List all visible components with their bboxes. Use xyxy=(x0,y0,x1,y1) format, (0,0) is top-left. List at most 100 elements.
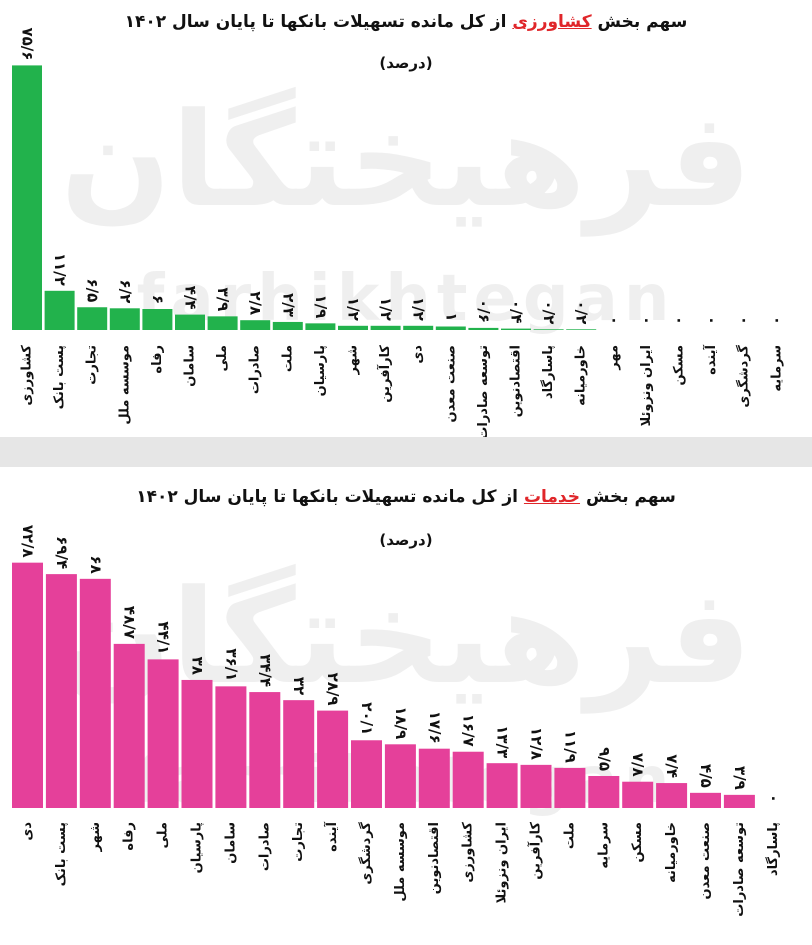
value-label: ۰ xyxy=(671,316,689,325)
bar xyxy=(181,679,213,808)
value-label: ۶۸ xyxy=(87,556,105,574)
chart-title: سهم بخش کشاورزی از کل مانده تسهیلات بانک… xyxy=(0,12,812,32)
bar xyxy=(249,692,281,808)
value-label: ۰ xyxy=(605,316,623,325)
value-label: ۹/۵ xyxy=(595,747,613,771)
value-label: ۱۱/۲ xyxy=(51,253,69,286)
x-tick-label: اقتصادنوین xyxy=(509,345,524,417)
bar xyxy=(147,659,179,808)
value-label: ۰/۲ xyxy=(540,301,558,325)
bar xyxy=(656,783,688,808)
title-part: از کل مانده تسهیلات بانکها تا پایان سال … xyxy=(136,487,519,507)
x-tick-label: موسسه ملل xyxy=(393,822,408,902)
x-tick-label: پاسارگاد xyxy=(540,345,556,399)
bar xyxy=(622,781,654,808)
title-part: سهم بخش xyxy=(585,487,676,507)
x-tick-label: صنعت معدن xyxy=(443,345,458,423)
x-tick-label: ایران ونزوئلا xyxy=(495,822,510,903)
x-tick-label: مسکن xyxy=(630,822,645,863)
x-tick-label: پارسیان xyxy=(313,345,328,396)
bar xyxy=(207,316,238,330)
value-label: ۲۰/۱ xyxy=(358,702,376,735)
x-tick-label: دی xyxy=(411,345,426,364)
x-tick-label: ملت xyxy=(562,822,577,849)
bar xyxy=(240,320,271,330)
bar xyxy=(418,748,450,808)
x-tick-label: صادرات xyxy=(248,345,263,394)
bar xyxy=(520,764,552,808)
value-label: ۶/۲ xyxy=(116,280,134,304)
bar xyxy=(12,65,42,331)
x-tick-label: شهر xyxy=(88,822,103,852)
value-label: ۴۸/۷ xyxy=(121,606,139,639)
bar xyxy=(486,763,518,808)
bar xyxy=(370,325,401,330)
value-label: ۱۸/۹ xyxy=(392,706,410,739)
value-label: ۲۸/۹ xyxy=(324,673,342,706)
x-tick-label: مسکن xyxy=(672,345,687,386)
bar xyxy=(12,562,43,808)
value-label: ۶۹/۴ xyxy=(53,536,71,569)
x-tick-label: گردشگری xyxy=(358,822,374,885)
chart-subtitle: (درصد) xyxy=(379,54,433,72)
x-tick-label: سرمایه xyxy=(769,345,784,392)
value-label: ۳۴/۴ xyxy=(256,654,274,687)
bar xyxy=(501,328,531,330)
bar xyxy=(351,740,382,808)
x-tick-label: پارسیان xyxy=(190,822,205,873)
x-tick-label: رفاه xyxy=(150,345,165,374)
bar xyxy=(45,574,77,808)
panel: فرهیختگان farhikhtegan ۷۵/۶ کشاورزی ۱۱/۲ پست … xyxy=(0,0,812,437)
value-label: ۱۳/۳ xyxy=(494,725,512,758)
x-tick-label: دی xyxy=(20,822,35,841)
bar xyxy=(44,290,75,330)
value-label: ۱۶/۷ xyxy=(460,714,478,747)
value-label: ۱۷/۶ xyxy=(426,711,444,744)
x-tick-label: ملی xyxy=(215,345,230,372)
x-tick-label: سامان xyxy=(223,822,238,864)
value-label: ۱۲/۸ xyxy=(528,727,546,760)
x-tick-label: پست بانک xyxy=(52,345,67,409)
bar xyxy=(77,307,108,330)
x-tick-label: سرمایه xyxy=(596,822,611,869)
bar xyxy=(272,321,303,330)
x-tick-label: پاسارگاد xyxy=(765,822,781,876)
value-label: ۳۸ xyxy=(189,657,207,675)
value-label: ۶ xyxy=(149,295,167,304)
x-tick-label: کشاورزی xyxy=(20,345,35,406)
title-part: از کل مانده تسهیلات بانکها تا پایان سال … xyxy=(124,12,507,32)
x-tick-label: کشاورزی xyxy=(461,822,476,883)
chart-subtitle: (درصد) xyxy=(379,531,433,549)
bar xyxy=(690,792,721,808)
value-label: ۶/۵ xyxy=(84,278,102,302)
title-highlight: کشاورزی xyxy=(512,12,592,32)
bar xyxy=(588,775,620,808)
value-label: ۱/۲ xyxy=(377,297,395,321)
x-tick-label: توسعه صادرات xyxy=(732,822,747,917)
value-label: ۲/۳ xyxy=(279,293,297,317)
bar xyxy=(468,327,499,330)
value-label: ۱ xyxy=(442,312,460,321)
x-tick-label: صنعت معدن xyxy=(698,822,713,900)
bar xyxy=(533,329,564,330)
x-tick-label: صادرات xyxy=(257,822,272,871)
watermark: فرهیختگان xyxy=(60,84,751,237)
value-label: ۰ xyxy=(703,316,721,325)
x-tick-label: کارآفرین xyxy=(527,822,544,880)
bar xyxy=(403,325,434,330)
value-label: ۱/۲ xyxy=(345,297,363,321)
bar xyxy=(384,744,416,808)
value-label: ۱۱/۹ xyxy=(561,730,579,763)
bar xyxy=(566,329,597,330)
value-label: ۰ xyxy=(765,794,783,803)
x-tick-label: کارآفرین xyxy=(376,345,393,403)
value-label: ۷/۴ xyxy=(663,754,681,778)
value-label: ۷/۸ xyxy=(629,753,647,777)
x-tick-label: ایران ونزوئلا xyxy=(639,345,654,426)
value-label: ۴/۴ xyxy=(182,286,200,310)
bar xyxy=(452,751,484,808)
x-tick-label: خاورمیانه xyxy=(664,822,679,883)
